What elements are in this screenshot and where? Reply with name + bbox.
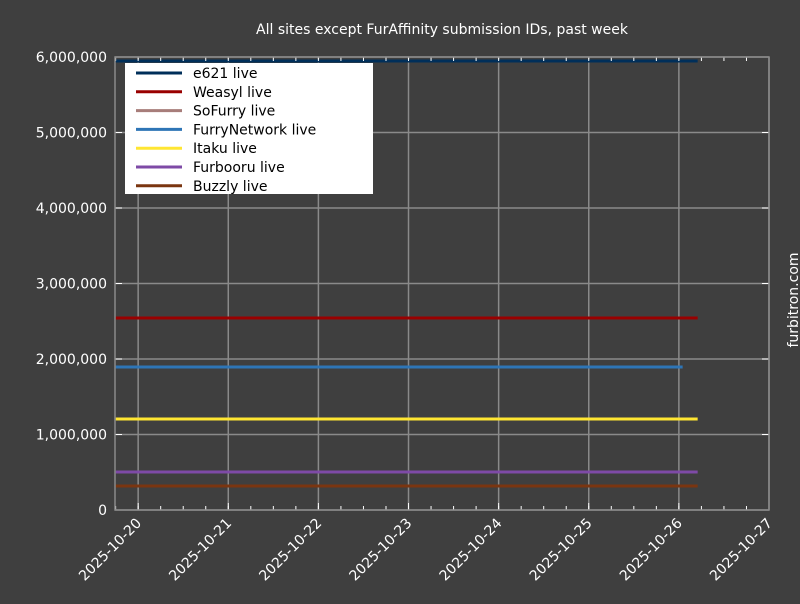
y-tick-label: 4,000,000 [36, 201, 107, 217]
x-tick-label: 2025-10-20 [76, 516, 145, 585]
y-tick-label: 5,000,000 [36, 126, 107, 142]
x-tick-label: 2025-10-23 [346, 516, 415, 585]
legend-label: Buzzly live [193, 179, 267, 195]
y-tick-label: 6,000,000 [36, 50, 107, 66]
x-tick-label: 2025-10-27 [707, 516, 776, 585]
legend-label: Weasyl live [193, 85, 272, 101]
y-tick-label: 1,000,000 [36, 428, 107, 444]
y-tick-label: 3,000,000 [36, 277, 107, 293]
legend-label: e621 live [193, 66, 257, 82]
y-tick-label: 2,000,000 [36, 352, 107, 368]
x-tick-label: 2025-10-26 [617, 515, 686, 584]
chart-title: All sites except FurAffinity submission … [256, 22, 629, 38]
legend-label: Itaku live [193, 141, 257, 157]
plot-frame [114, 56, 770, 511]
y-tick-label: 0 [98, 503, 107, 519]
x-tick-label: 2025-10-24 [437, 515, 506, 584]
legend-label: Furbooru live [193, 160, 285, 176]
legend-label: SoFurry live [193, 104, 275, 120]
x-tick-label: 2025-10-21 [166, 516, 235, 585]
x-tick-label: 2025-10-22 [256, 516, 325, 585]
side-label: furbitron.com [786, 252, 800, 347]
legend-label: FurryNetwork live [193, 122, 316, 138]
x-tick-label: 2025-10-25 [527, 516, 596, 585]
